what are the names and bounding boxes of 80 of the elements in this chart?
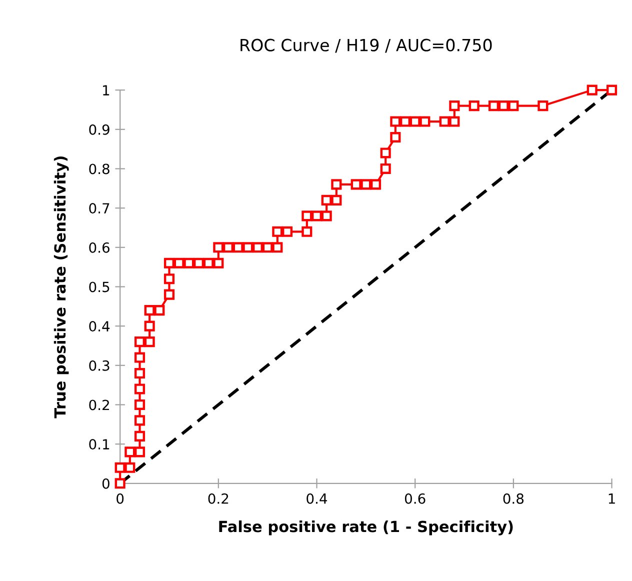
point: [134, 336, 146, 348]
point: [134, 368, 146, 379]
point: [114, 478, 126, 489]
point: [331, 179, 342, 190]
point: [193, 258, 204, 268]
point: [134, 384, 146, 394]
point: [439, 116, 450, 127]
point: [321, 194, 332, 206]
point: [213, 242, 224, 253]
point: [449, 116, 460, 127]
point: [154, 305, 165, 316]
point: [380, 163, 391, 174]
y-tick-label: 0.4: [89, 321, 110, 332]
point: [420, 116, 430, 127]
point: [311, 210, 322, 222]
y-tick-label: 0.3: [89, 360, 110, 371]
point: [134, 415, 146, 426]
point: [508, 100, 519, 112]
point: [164, 274, 175, 284]
y-tick-label: 0.9: [89, 124, 110, 135]
y-tick-label: 0.5: [89, 282, 110, 292]
point: [449, 100, 460, 112]
point: [586, 84, 598, 96]
point: [124, 446, 136, 458]
point: [144, 320, 155, 332]
chart-title: ROC Curve / H19 / AUC=0.750: [240, 38, 492, 53]
point: [272, 242, 283, 253]
point: [262, 242, 273, 253]
point: [232, 242, 244, 253]
point: [144, 336, 155, 348]
point: [331, 194, 342, 206]
point: [184, 258, 194, 268]
x-tick-label: 0.6: [404, 493, 426, 504]
point: [252, 242, 264, 253]
point: [164, 258, 175, 268]
point: [242, 242, 254, 253]
point: [124, 462, 136, 473]
y-tick-label: 0.7: [89, 203, 110, 214]
point: [390, 116, 401, 127]
point: [468, 100, 480, 112]
point: [134, 446, 146, 458]
point: [321, 210, 332, 222]
y-tick-label: 1: [103, 85, 110, 96]
x-tick-label: 0.4: [306, 493, 328, 504]
point: [410, 116, 420, 127]
point: [203, 258, 214, 268]
point: [134, 352, 146, 363]
x-tick-label: 0.8: [503, 493, 524, 504]
point: [390, 132, 401, 143]
y-tick-label: 0.8: [89, 164, 110, 174]
y-tick-label: 0.2: [89, 400, 109, 410]
y-tick-label: 0.1: [89, 439, 110, 450]
y-tick-label: 0: [102, 478, 110, 489]
point: [282, 226, 293, 237]
point: [134, 399, 146, 410]
point: [114, 462, 126, 473]
point: [498, 100, 509, 112]
point: [213, 258, 224, 268]
point: [174, 258, 184, 268]
point: [360, 179, 372, 190]
point: [302, 226, 312, 237]
x-tick-label: 0: [116, 493, 124, 504]
point: [272, 226, 283, 237]
point: [302, 210, 312, 222]
point: [350, 179, 362, 190]
point: [606, 84, 618, 96]
point: [144, 305, 155, 316]
point: [134, 430, 146, 442]
x-axis-title: False positive rate (1 - Specificity): [219, 520, 513, 536]
point: [488, 100, 500, 112]
point: [538, 100, 548, 112]
point: [380, 148, 391, 158]
point: [370, 179, 382, 190]
point: [222, 242, 234, 253]
x-tick-label: 1: [608, 494, 615, 504]
y-tick-label: 0.6: [89, 242, 110, 253]
point: [164, 289, 175, 300]
y-axis-title: True positive rate (Sensitivity): [54, 156, 69, 418]
x-tick-label: 0.2: [208, 493, 228, 504]
point: [400, 116, 411, 127]
